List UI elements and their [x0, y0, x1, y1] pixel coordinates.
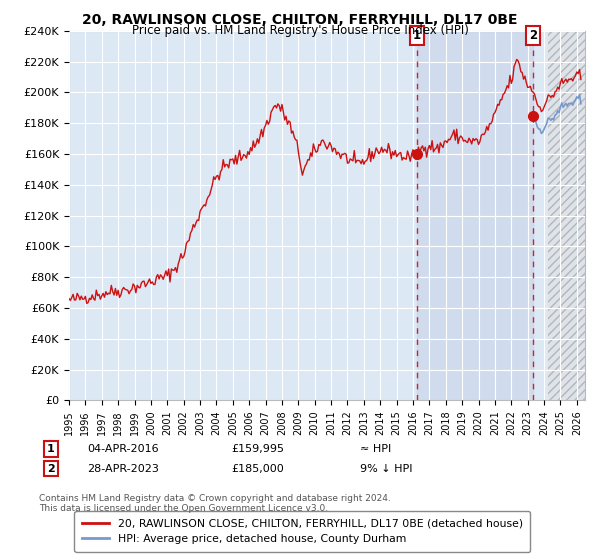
Bar: [548, 31, 585, 400]
Text: 2: 2: [47, 464, 55, 474]
Text: 20, RAWLINSON CLOSE, CHILTON, FERRYHILL, DL17 0BE: 20, RAWLINSON CLOSE, CHILTON, FERRYHILL,…: [82, 13, 518, 27]
Legend: 20, RAWLINSON CLOSE, CHILTON, FERRYHILL, DL17 0BE (detached house), HPI: Average: 20, RAWLINSON CLOSE, CHILTON, FERRYHILL,…: [74, 511, 530, 552]
Text: 1: 1: [47, 444, 55, 454]
Text: £185,000: £185,000: [231, 464, 284, 474]
Text: 28-APR-2023: 28-APR-2023: [87, 464, 159, 474]
Bar: [417, 31, 533, 400]
Text: 1: 1: [413, 29, 421, 42]
Text: 2: 2: [529, 29, 537, 42]
Text: Price paid vs. HM Land Registry's House Price Index (HPI): Price paid vs. HM Land Registry's House …: [131, 24, 469, 36]
Text: ≈ HPI: ≈ HPI: [360, 444, 391, 454]
Text: Contains HM Land Registry data © Crown copyright and database right 2024.
This d: Contains HM Land Registry data © Crown c…: [39, 494, 391, 514]
Text: 9% ↓ HPI: 9% ↓ HPI: [360, 464, 413, 474]
Text: 04-APR-2016: 04-APR-2016: [87, 444, 158, 454]
Text: £159,995: £159,995: [231, 444, 284, 454]
